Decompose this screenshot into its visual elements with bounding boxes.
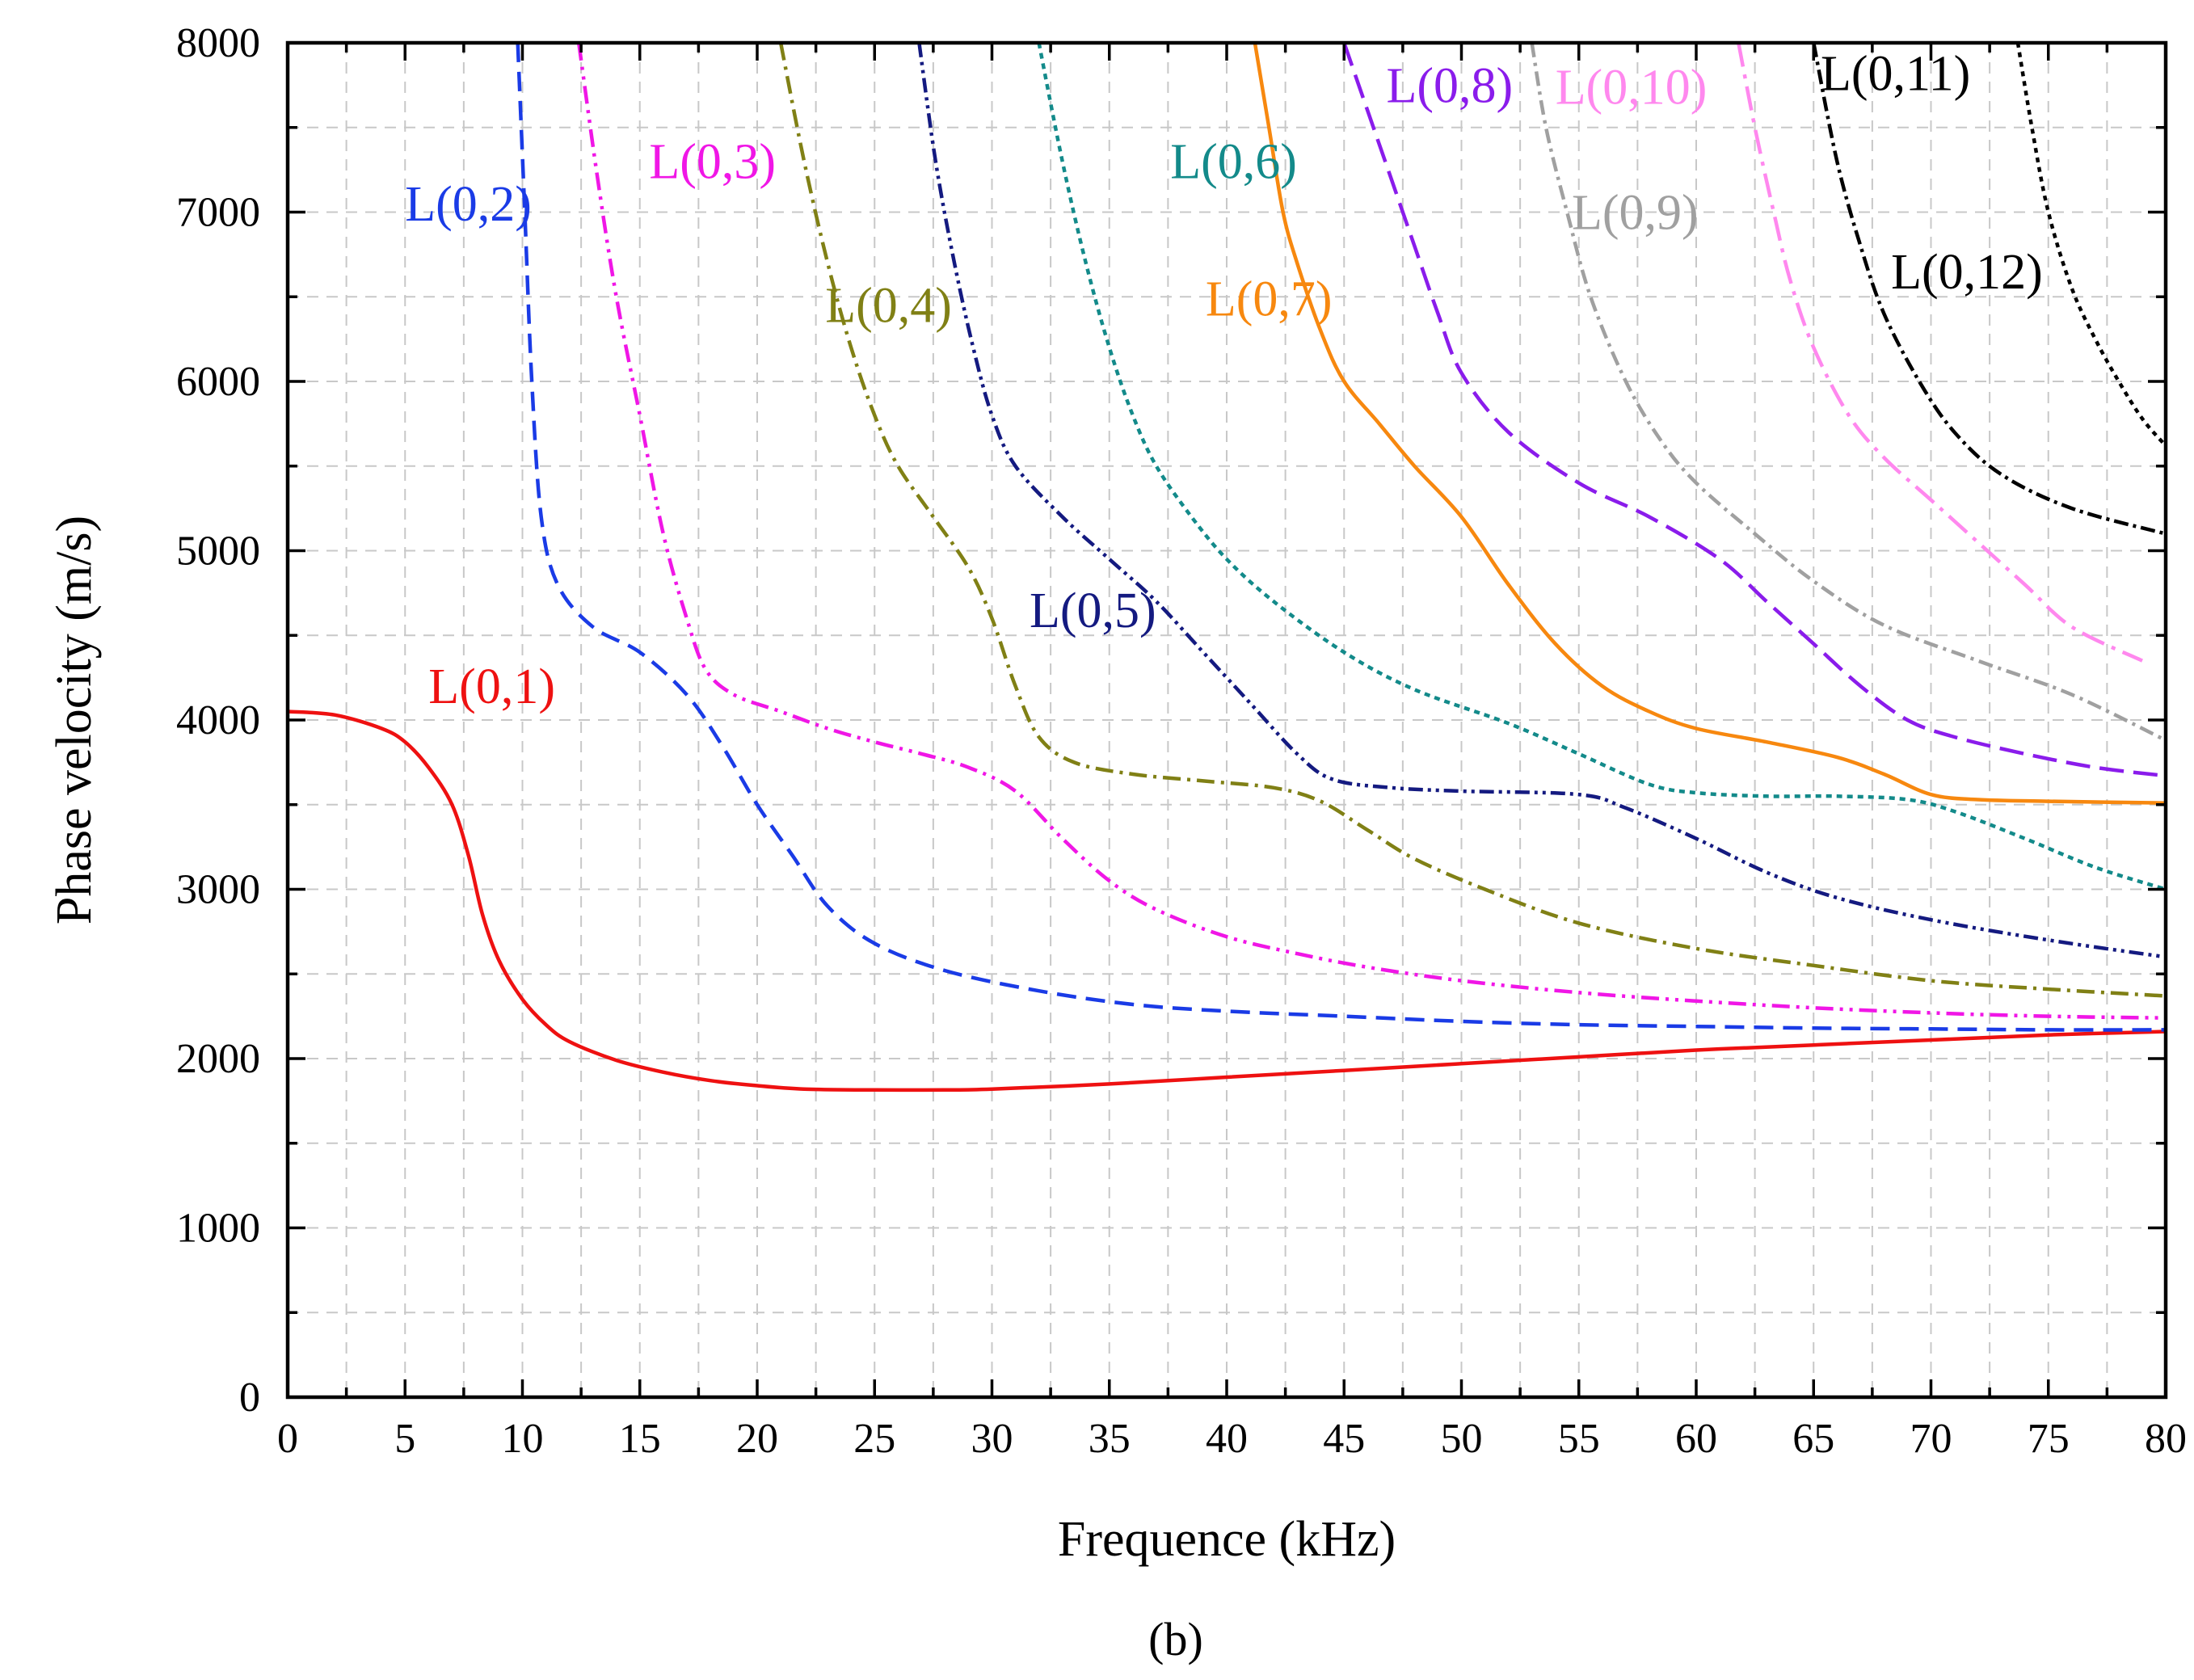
x-tick-label: 15 bbox=[619, 1416, 661, 1462]
x-tick-label: 30 bbox=[971, 1416, 1013, 1462]
x-tick-label: 35 bbox=[1089, 1416, 1131, 1462]
series-line-l-0-2 bbox=[516, 43, 2166, 1032]
series-line-l-0-5 bbox=[917, 43, 2166, 959]
series-label-l-0-6: L(0,6) bbox=[1170, 135, 1297, 190]
y-tick-label: 5000 bbox=[176, 528, 260, 575]
x-tick-label: 10 bbox=[502, 1416, 544, 1462]
series-label-l-0-8: L(0,8) bbox=[1387, 58, 1514, 113]
x-tick-label: 40 bbox=[1206, 1416, 1248, 1462]
series-label-l-0-10: L(0,10) bbox=[1556, 60, 1708, 115]
y-tick-label: 0 bbox=[239, 1375, 260, 1421]
x-tick-label: 5 bbox=[394, 1416, 415, 1462]
series-label-l-0-11: L(0,11) bbox=[1821, 47, 1970, 102]
y-tick-label: 1000 bbox=[176, 1206, 260, 1252]
series-label-l-0-5: L(0,5) bbox=[1030, 583, 1156, 638]
y-tick-label: 3000 bbox=[176, 867, 260, 913]
grid bbox=[288, 43, 2166, 1397]
series-label-l-0-2: L(0,2) bbox=[405, 177, 532, 232]
y-axis-title: Phase velocity (m/s) bbox=[47, 516, 102, 924]
y-tick-label: 7000 bbox=[176, 190, 260, 236]
x-tick-label: 55 bbox=[1558, 1416, 1600, 1462]
series-label-l-0-1: L(0,1) bbox=[428, 659, 555, 714]
x-tick-label: 45 bbox=[1323, 1416, 1365, 1462]
series-line-l-0-11 bbox=[2015, 43, 2166, 448]
x-tick-label: 20 bbox=[736, 1416, 778, 1462]
series-label-l-0-12: L(0,12) bbox=[1891, 245, 2043, 300]
x-tick-label: 70 bbox=[1910, 1416, 1952, 1462]
series-line-l-0-1 bbox=[288, 709, 2166, 1093]
series-label-l-0-7: L(0,7) bbox=[1206, 272, 1333, 326]
x-tick-label: 75 bbox=[2028, 1416, 2070, 1462]
series-line-l-0-6 bbox=[1037, 43, 2166, 891]
y-tick-label: 2000 bbox=[176, 1036, 260, 1082]
series-line-l-0-9 bbox=[1530, 43, 2166, 743]
axis-ticks: 0 5 10 15 20 25 30 35 40 45 50 55 60 65 70 75 80 0 1000 200… bbox=[176, 20, 2187, 1462]
x-tick-label: 60 bbox=[1675, 1416, 1717, 1462]
series-line-l-0-7 bbox=[1253, 43, 2166, 805]
series-line-l-0-10 bbox=[1737, 43, 2143, 663]
y-tick-label: 4000 bbox=[176, 697, 260, 743]
series-label-l-0-4: L(0,4) bbox=[825, 279, 952, 334]
x-tick-label: 0 bbox=[277, 1416, 298, 1462]
x-axis-title: Frequence (kHz) bbox=[1058, 1512, 1396, 1567]
y-tick-label: 8000 bbox=[176, 20, 260, 66]
figure-caption: (b) bbox=[1148, 1613, 1203, 1665]
x-tick-label: 25 bbox=[853, 1416, 895, 1462]
series-labels: L(0,1) L(0,2) L(0,3) L(0,4) L(0,5) L(0,6) L(0,… bbox=[405, 47, 2043, 714]
series-line-l-0-3 bbox=[576, 43, 2166, 1020]
series-label-l-0-9: L(0,9) bbox=[1572, 185, 1699, 240]
series-label-l-0-3: L(0,3) bbox=[649, 135, 776, 190]
x-tick-label: 80 bbox=[2145, 1416, 2187, 1462]
series-group bbox=[288, 43, 2166, 1093]
x-tick-label: 65 bbox=[1792, 1416, 1834, 1462]
series-line-l-0-4 bbox=[778, 43, 2166, 998]
y-tick-label: 6000 bbox=[176, 359, 260, 405]
x-tick-label: 50 bbox=[1441, 1416, 1483, 1462]
